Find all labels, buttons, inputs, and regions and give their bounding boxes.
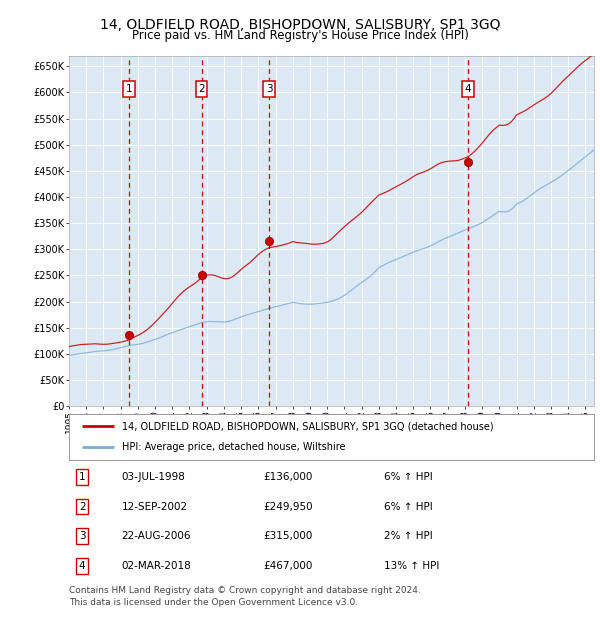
Text: 3: 3 (266, 84, 272, 94)
Text: 1: 1 (79, 472, 85, 482)
Text: £136,000: £136,000 (263, 472, 313, 482)
Text: 14, OLDFIELD ROAD, BISHOPDOWN, SALISBURY, SP1 3GQ: 14, OLDFIELD ROAD, BISHOPDOWN, SALISBURY… (100, 18, 500, 32)
Text: 4: 4 (464, 84, 471, 94)
Text: 14, OLDFIELD ROAD, BISHOPDOWN, SALISBURY, SP1 3GQ (detached house): 14, OLDFIELD ROAD, BISHOPDOWN, SALISBURY… (121, 421, 493, 431)
Text: 1: 1 (126, 84, 133, 94)
Text: £249,950: £249,950 (263, 502, 313, 512)
Text: 4: 4 (79, 561, 85, 571)
Text: Contains HM Land Registry data © Crown copyright and database right 2024.
This d: Contains HM Land Registry data © Crown c… (69, 586, 421, 608)
Text: 12-SEP-2002: 12-SEP-2002 (121, 502, 188, 512)
Text: 13% ↑ HPI: 13% ↑ HPI (384, 561, 439, 571)
Text: 2: 2 (198, 84, 205, 94)
Text: £315,000: £315,000 (263, 531, 313, 541)
Text: HPI: Average price, detached house, Wiltshire: HPI: Average price, detached house, Wilt… (121, 443, 345, 453)
Text: 6% ↑ HPI: 6% ↑ HPI (384, 472, 433, 482)
Text: 22-AUG-2006: 22-AUG-2006 (121, 531, 191, 541)
Text: 6% ↑ HPI: 6% ↑ HPI (384, 502, 433, 512)
Text: 2: 2 (79, 502, 85, 512)
Text: 03-JUL-1998: 03-JUL-1998 (121, 472, 185, 482)
Text: Price paid vs. HM Land Registry's House Price Index (HPI): Price paid vs. HM Land Registry's House … (131, 30, 469, 42)
Text: 3: 3 (79, 531, 85, 541)
Text: £467,000: £467,000 (263, 561, 313, 571)
Text: 02-MAR-2018: 02-MAR-2018 (121, 561, 191, 571)
Text: 2% ↑ HPI: 2% ↑ HPI (384, 531, 433, 541)
